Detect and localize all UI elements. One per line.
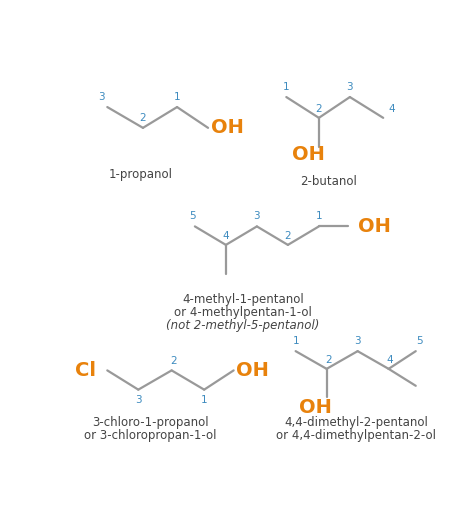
Text: 3-chloro-1-propanol: 3-chloro-1-propanol <box>92 417 209 430</box>
Text: 5: 5 <box>189 212 196 222</box>
Text: 3: 3 <box>135 395 142 405</box>
Text: or 4,4-dimethylpentan-2-ol: or 4,4-dimethylpentan-2-ol <box>276 428 436 441</box>
Text: or 3-chloropropan-1-ol: or 3-chloropropan-1-ol <box>84 428 217 441</box>
Text: 1: 1 <box>283 82 290 92</box>
Text: (not 2-methyl-5-pentanol): (not 2-methyl-5-pentanol) <box>166 319 319 332</box>
Text: 4-methyl-1-pentanol: 4-methyl-1-pentanol <box>182 293 304 306</box>
Text: 1: 1 <box>174 92 181 102</box>
Text: 4: 4 <box>389 103 395 113</box>
Text: 2: 2 <box>284 231 291 241</box>
Text: 2-butanol: 2-butanol <box>301 175 357 188</box>
Text: or 4-methylpentan-1-ol: or 4-methylpentan-1-ol <box>174 306 312 319</box>
Text: 2: 2 <box>140 113 146 123</box>
Text: 2: 2 <box>316 103 322 113</box>
Text: OH: OH <box>299 398 331 417</box>
Text: 1-propanol: 1-propanol <box>109 167 173 180</box>
Text: 4: 4 <box>387 355 393 365</box>
Text: 4: 4 <box>223 231 229 241</box>
Text: 5: 5 <box>416 336 423 346</box>
Text: 2: 2 <box>171 356 177 366</box>
Text: OH: OH <box>236 361 269 380</box>
Text: Cl: Cl <box>75 361 96 380</box>
Text: OH: OH <box>357 217 391 236</box>
Text: 1: 1 <box>316 212 322 222</box>
Text: 4,4-dimethyl-2-pentanol: 4,4-dimethyl-2-pentanol <box>284 417 428 430</box>
Text: OH: OH <box>211 119 244 137</box>
Text: 3: 3 <box>354 336 361 346</box>
Text: OH: OH <box>292 145 325 164</box>
Text: 3: 3 <box>346 82 353 92</box>
Text: 1: 1 <box>292 336 299 346</box>
Text: 2: 2 <box>325 355 331 365</box>
Text: 3: 3 <box>99 92 105 102</box>
Text: 3: 3 <box>254 212 260 222</box>
Text: 1: 1 <box>201 395 208 405</box>
